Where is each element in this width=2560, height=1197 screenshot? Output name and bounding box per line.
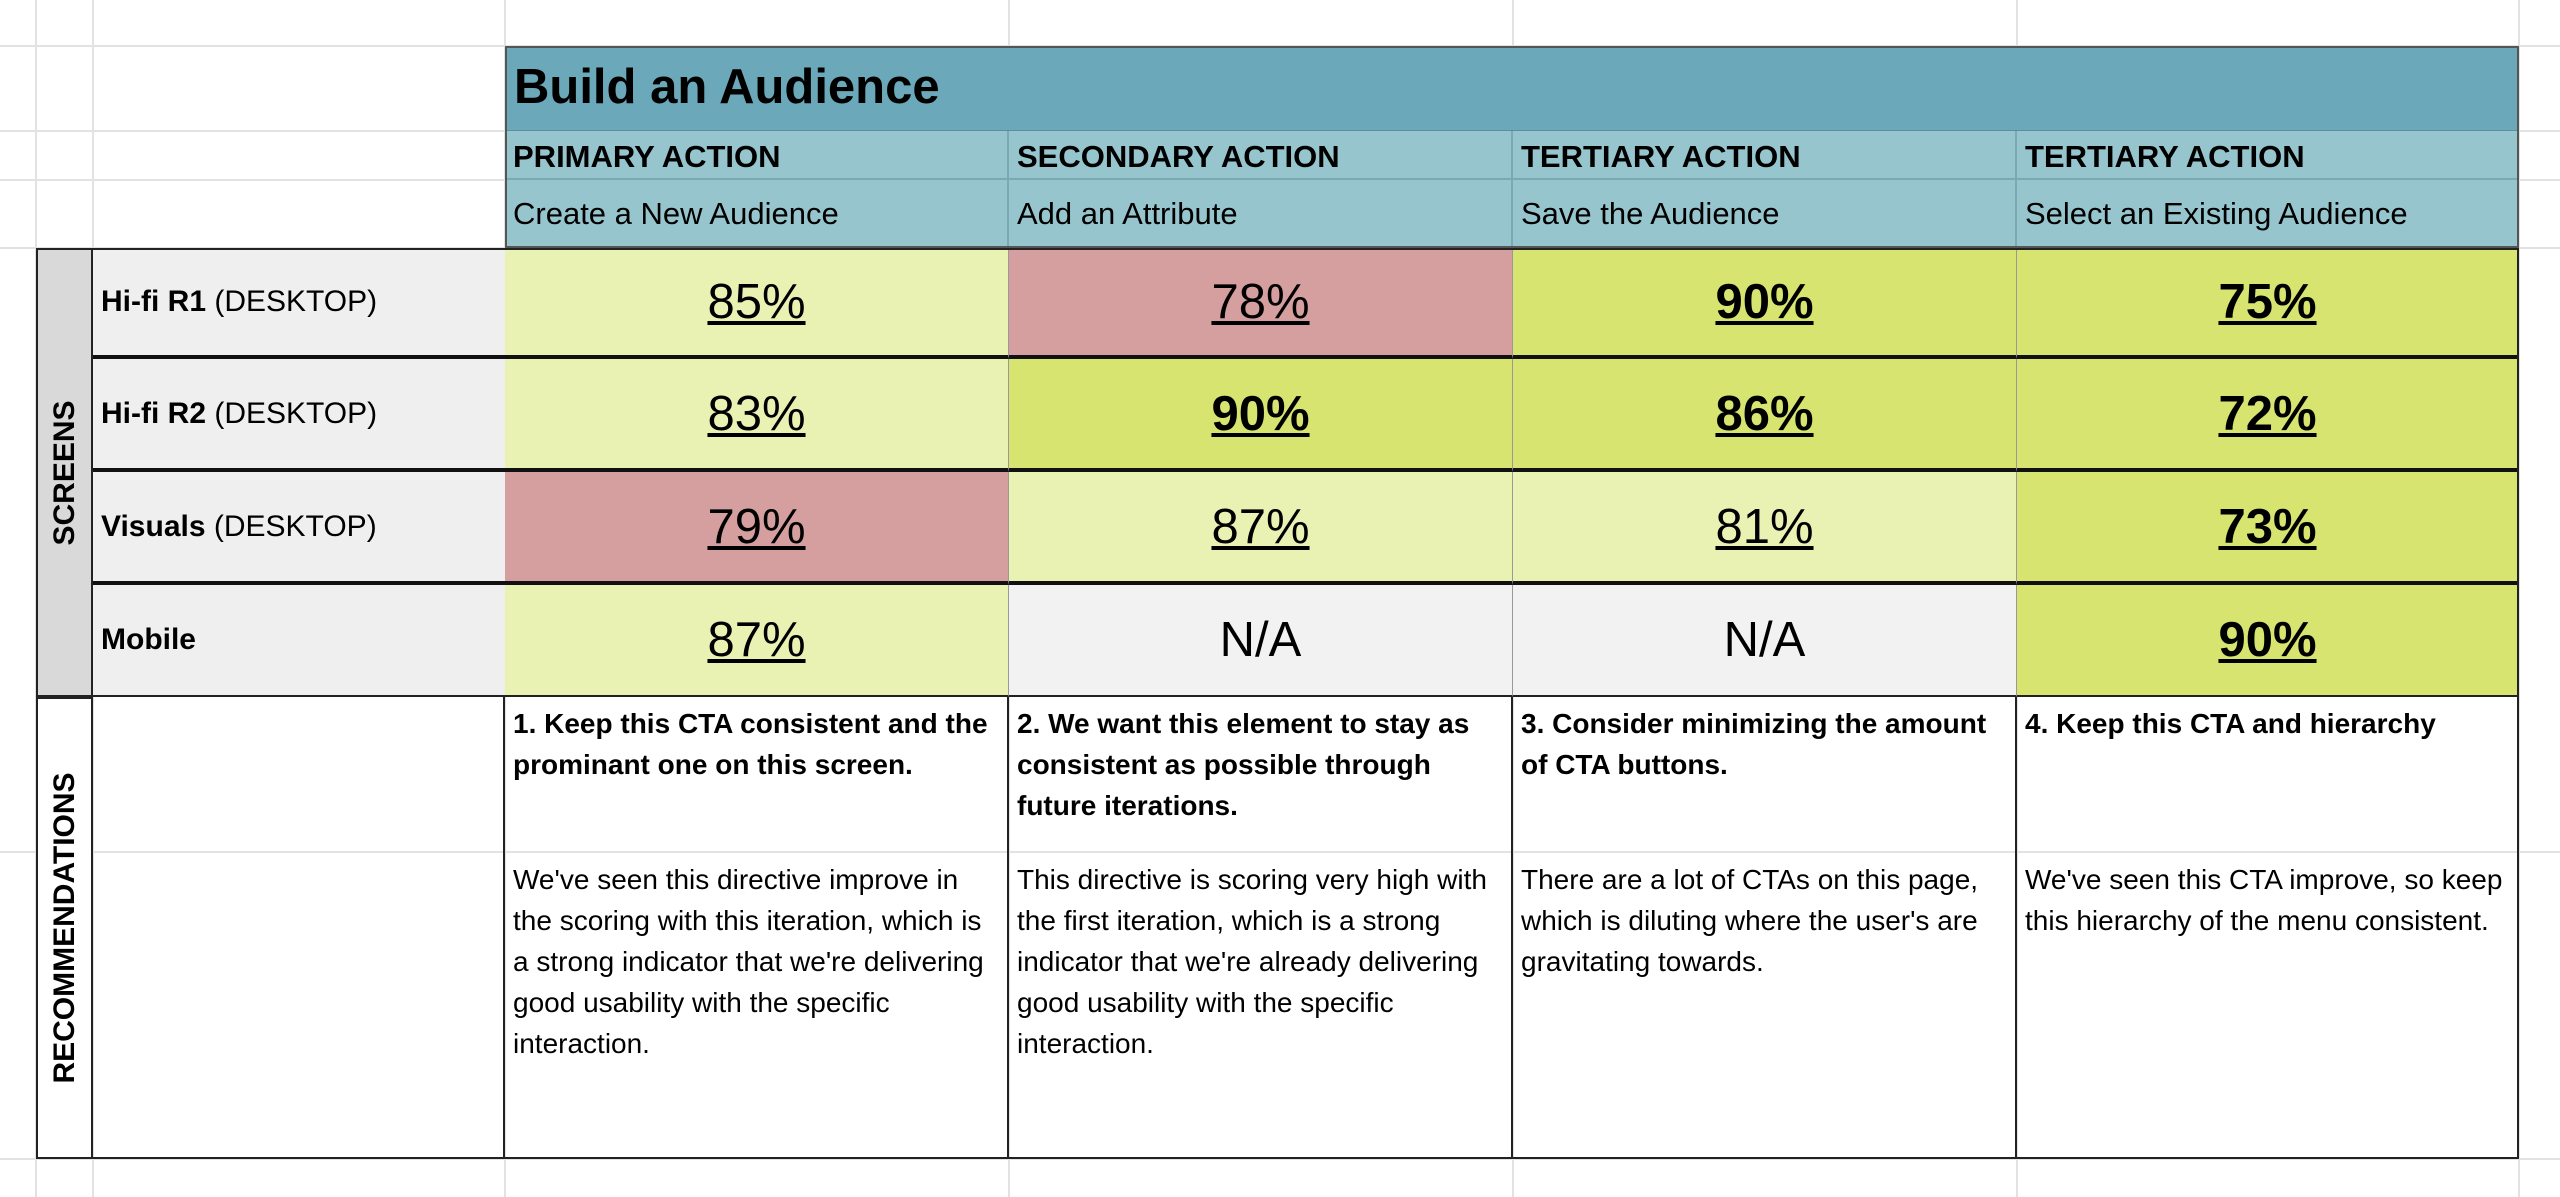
score-cell: 86% bbox=[1513, 359, 2017, 472]
score-cell: 78% bbox=[1009, 248, 1513, 359]
score-cell: 73% bbox=[2017, 472, 2519, 585]
score-cell: 90% bbox=[1009, 359, 1513, 472]
row-label: Mobile bbox=[101, 623, 196, 656]
column-task: Save the Audience bbox=[1513, 180, 2017, 248]
row-label: Hi-fi R1 bbox=[101, 284, 206, 318]
recommendation-body: There are a lot of CTAs on this page, wh… bbox=[1521, 864, 1979, 977]
row-label-cell: Visuals (DESKTOP) bbox=[93, 472, 505, 585]
score-cell: 87% bbox=[505, 585, 1009, 697]
score-cell: N/A bbox=[1009, 585, 1513, 697]
recommendation-body: We've seen this CTA improve, so keep thi… bbox=[2025, 864, 2503, 936]
column-task: Create a New Audience bbox=[505, 180, 1009, 248]
row-label-cell: Mobile bbox=[93, 585, 505, 697]
column-action: PRIMARY ACTION bbox=[505, 131, 1009, 180]
recommendation-body: We've seen this directive improve in the… bbox=[513, 864, 984, 1059]
score-cell: 87% bbox=[1009, 472, 1513, 585]
column-task: Select an Existing Audience bbox=[2017, 180, 2519, 248]
row-suffix: (DESKTOP) bbox=[214, 396, 378, 430]
row-suffix: (DESKTOP) bbox=[214, 284, 378, 318]
score-cell: 83% bbox=[505, 359, 1009, 472]
column-action: TERTIARY ACTION bbox=[2017, 131, 2519, 180]
recommendation-heading: 1. Keep this CTA consistent and the prom… bbox=[513, 708, 988, 780]
recommendation-blank bbox=[93, 697, 505, 1159]
recommendation-heading: 3. Consider minimizing the amount of CTA… bbox=[1521, 708, 1987, 780]
recommendation-heading: 4. Keep this CTA and hierarchy bbox=[2025, 708, 2436, 739]
title: Build an Audience bbox=[505, 46, 2519, 131]
column-action: TERTIARY ACTION bbox=[1513, 131, 2017, 180]
column-action: SECONDARY ACTION bbox=[1009, 131, 1513, 180]
row-suffix: (DESKTOP) bbox=[213, 509, 377, 543]
recommendation-cell: 2. We want this element to stay as consi… bbox=[1009, 697, 1513, 1159]
score-cell: N/A bbox=[1513, 585, 2017, 697]
side-label: SCREENS bbox=[47, 399, 81, 546]
side-label-cell: SCREENS bbox=[36, 248, 93, 697]
score-cell: 81% bbox=[1513, 472, 2017, 585]
row-label: Hi-fi R2 bbox=[101, 396, 206, 430]
score-cell: 85% bbox=[505, 248, 1009, 359]
side-label-cell: RECOMMENDATIONS bbox=[36, 697, 93, 1159]
row-label-cell: Hi-fi R1 (DESKTOP) bbox=[93, 248, 505, 359]
score-cell: 72% bbox=[2017, 359, 2519, 472]
recommendation-heading: 2. We want this element to stay as consi… bbox=[1017, 708, 1470, 821]
recommendation-cell: 3. Consider minimizing the amount of CTA… bbox=[1513, 697, 2017, 1159]
recommendation-cell: 1. Keep this CTA consistent and the prom… bbox=[505, 697, 1009, 1159]
score-cell: 90% bbox=[2017, 585, 2519, 697]
score-cell: 75% bbox=[2017, 248, 2519, 359]
row-label-cell: Hi-fi R2 (DESKTOP) bbox=[93, 359, 505, 472]
score-cell: 90% bbox=[1513, 248, 2017, 359]
column-task: Add an Attribute bbox=[1009, 180, 1513, 248]
row-label: Visuals bbox=[101, 509, 206, 543]
recommendation-cell: 4. Keep this CTA and hierarchy We've seen… bbox=[2017, 697, 2519, 1159]
side-label: RECOMMENDATIONS bbox=[47, 772, 81, 1084]
score-cell: 79% bbox=[505, 472, 1009, 585]
recommendation-body: This directive is scoring very high with… bbox=[1017, 864, 1487, 1059]
